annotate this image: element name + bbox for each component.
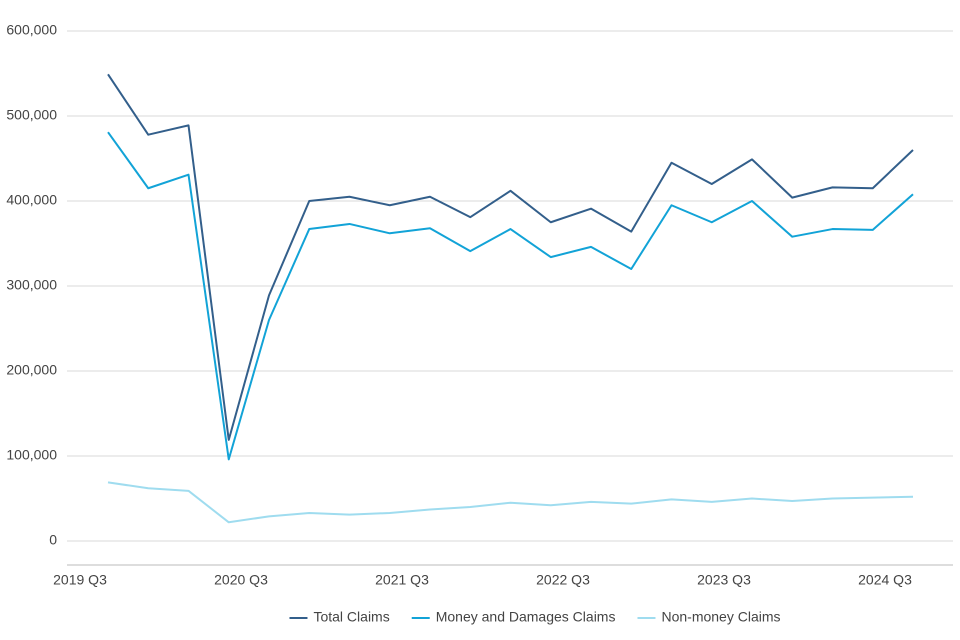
x-tick-label: 2021 Q3 — [375, 572, 429, 588]
series-line — [107, 131, 914, 461]
x-tick-label: 2020 Q3 — [214, 572, 268, 588]
x-tick-label: 2024 Q3 — [858, 572, 912, 588]
y-tick-label: 200,000 — [6, 362, 57, 378]
y-tick-label: 300,000 — [6, 277, 57, 293]
y-tick-label: 500,000 — [6, 107, 57, 123]
y-tick-label: 600,000 — [6, 22, 57, 38]
legend-label: Money and Damages Claims — [436, 609, 616, 625]
x-tick-label: 2022 Q3 — [536, 572, 590, 588]
x-tick-label: 2023 Q3 — [697, 572, 751, 588]
legend-label: Non-money Claims — [661, 609, 780, 625]
y-tick-label: 100,000 — [6, 447, 57, 463]
series-line — [107, 481, 914, 524]
x-tick-label: 2019 Q3 — [53, 572, 107, 588]
legend-label: Total Claims — [313, 609, 389, 625]
y-tick-label: 400,000 — [6, 192, 57, 208]
series-line — [107, 73, 914, 441]
y-tick-label: 0 — [49, 532, 57, 548]
